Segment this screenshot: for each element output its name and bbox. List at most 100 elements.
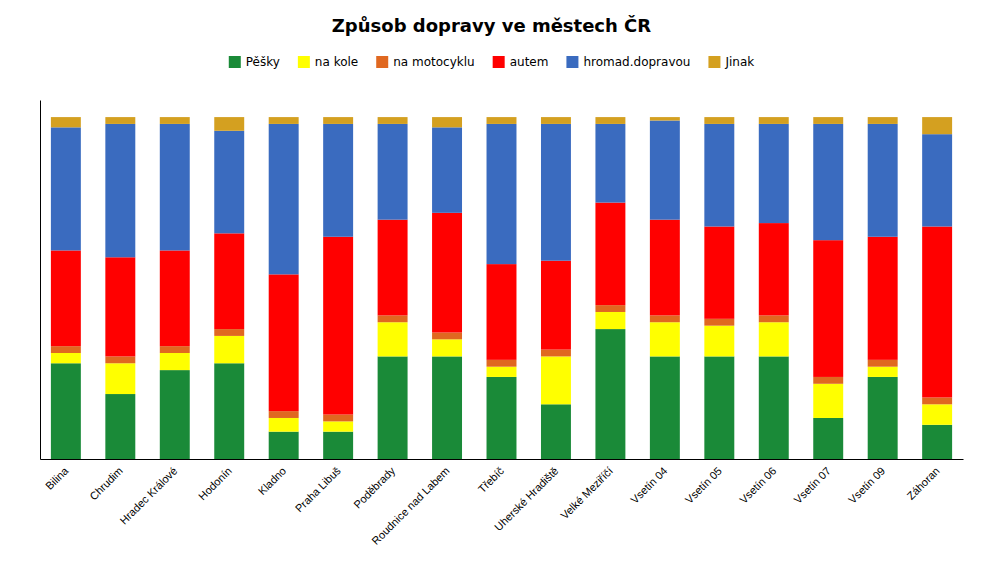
bar (160, 250, 190, 346)
bar (105, 356, 135, 363)
x-tick-label: Poděbrady (351, 464, 397, 510)
bar (378, 124, 408, 220)
chart: Způsob dopravy ve městech ČR Bilina Chrudi… (0, 0, 983, 574)
bar (922, 117, 952, 134)
bar (704, 356, 734, 459)
bar (813, 240, 843, 377)
bar (487, 377, 517, 459)
x-tick: Bilina (43, 464, 71, 492)
bar (214, 363, 244, 459)
bar (813, 117, 843, 124)
bar (269, 411, 299, 418)
x-tick-label: Vsetín 07 (792, 465, 833, 506)
bar (378, 220, 408, 316)
bar (432, 127, 462, 212)
x-tick: Kladno (256, 465, 289, 498)
x-tick: Poděbrady (351, 464, 397, 510)
bar (650, 322, 680, 356)
x-tick: Záhoran (904, 465, 941, 502)
bar (541, 124, 571, 261)
bar (269, 117, 299, 124)
bar (160, 124, 190, 251)
bar (51, 353, 81, 363)
bar (214, 233, 244, 329)
x-tick: Roudnice nad Labem (369, 465, 451, 547)
bar (541, 404, 571, 459)
bar (378, 315, 408, 322)
legend-label: autem (510, 55, 549, 69)
bar-series (51, 121, 952, 275)
x-axis: Bilina ChrudimHradec Králové Hodonín Kladno… (41, 460, 964, 547)
bar (868, 360, 898, 367)
x-tick-label: Roudnice nad Labem (369, 465, 451, 547)
bar (378, 322, 408, 356)
bar (323, 117, 353, 124)
bar (541, 261, 571, 350)
bar (868, 377, 898, 459)
x-tick-label: Hodonín (196, 465, 234, 503)
legend-swatch (566, 56, 578, 68)
bar (650, 121, 680, 220)
x-tick: Hradec Králové (117, 465, 179, 527)
x-tick-label: Vsetín 06 (737, 465, 778, 506)
bar (323, 415, 353, 422)
bar (51, 346, 81, 353)
bar (759, 322, 789, 356)
bar (541, 350, 571, 357)
bar (541, 117, 571, 124)
legend-swatch (376, 56, 388, 68)
bar (432, 213, 462, 333)
x-tick: Velké Meziříčí (558, 465, 615, 522)
bar (922, 397, 952, 404)
bar (269, 124, 299, 274)
bar (432, 356, 462, 459)
x-tick-label: Vsetín 09 (846, 465, 887, 506)
bar (650, 315, 680, 322)
x-tick: Vsetín 06 (737, 465, 778, 506)
bar (214, 131, 244, 234)
y-axis-line (40, 101, 41, 460)
legend: Pěškyna kolena motocykluautemhromad.dopr… (229, 55, 754, 69)
bar (323, 432, 353, 459)
legend-label: na motocyklu (393, 55, 474, 69)
bar (868, 237, 898, 360)
bar (704, 227, 734, 319)
x-tick: Chrudim (87, 465, 125, 503)
bar (214, 336, 244, 363)
bar (595, 203, 625, 306)
bar (704, 319, 734, 326)
bar (868, 367, 898, 377)
x-tick-label: Bilina (43, 464, 71, 492)
bar (813, 377, 843, 384)
bar (378, 356, 408, 459)
bar (759, 117, 789, 124)
bar (105, 117, 135, 124)
bars (51, 117, 952, 459)
bar (214, 329, 244, 336)
bar (105, 124, 135, 257)
bar (51, 250, 81, 346)
x-tick-label: Chrudim (87, 465, 125, 503)
bar (704, 117, 734, 124)
bar (922, 425, 952, 459)
bar (51, 127, 81, 250)
bar (160, 117, 190, 124)
bar (160, 346, 190, 353)
bar (269, 432, 299, 459)
x-tick: Uherské Hradiště (492, 465, 561, 534)
x-tick-label: Uherské Hradiště (492, 465, 561, 534)
legend-item: na motocyklu (376, 55, 474, 69)
bar (595, 305, 625, 312)
legend-label: Jinak (724, 55, 754, 69)
x-tick: Vsetín 04 (628, 465, 669, 506)
bar (813, 418, 843, 459)
title: Způsob dopravy ve městech ČR (332, 15, 652, 36)
bar (214, 117, 244, 131)
x-tick-label: Kladno (256, 465, 289, 498)
bar (105, 363, 135, 394)
x-tick: Vsetín 05 (683, 465, 724, 506)
x-tick-label: Třebíč (476, 464, 507, 495)
x-tick: Vsetín 09 (846, 465, 887, 506)
bar (269, 418, 299, 432)
bar (759, 315, 789, 322)
